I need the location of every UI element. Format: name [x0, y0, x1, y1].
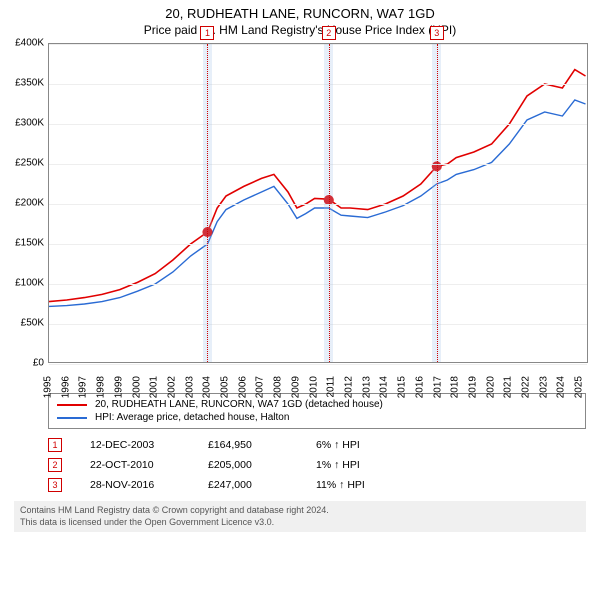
x-tick-label: 2000 [131, 376, 142, 398]
x-tick-label: 1999 [113, 376, 124, 398]
gridline [49, 164, 587, 165]
footer-line1: Contains HM Land Registry data © Crown c… [20, 505, 580, 517]
legend-row: HPI: Average price, detached house, Halt… [57, 411, 577, 424]
y-tick-label: £300K [15, 118, 44, 129]
x-tick-label: 2004 [202, 376, 213, 398]
gridline [49, 84, 587, 85]
x-tick-label: 1998 [96, 376, 107, 398]
events-table: 1 12-DEC-2003 £164,950 6% ↑ HPI 2 22-OCT-2010… [48, 435, 586, 495]
x-tick-label: 2020 [485, 376, 496, 398]
event-row-marker: 3 [48, 478, 62, 492]
x-tick-label: 2018 [450, 376, 461, 398]
y-tick-label: £50K [21, 318, 44, 329]
event-row-date: 12-DEC-2003 [90, 439, 180, 451]
x-tick-label: 2007 [255, 376, 266, 398]
series-line-property [49, 70, 586, 302]
x-tick-label: 2025 [574, 376, 585, 398]
x-tick-label: 2012 [343, 376, 354, 398]
event-line [207, 44, 208, 362]
x-tick-label: 2021 [503, 376, 514, 398]
event-row-marker: 1 [48, 438, 62, 452]
x-tick-label: 2019 [467, 376, 478, 398]
x-tick-label: 2014 [379, 376, 390, 398]
x-tick-label: 2008 [273, 376, 284, 398]
x-tick-label: 2005 [220, 376, 231, 398]
x-tick-label: 2009 [290, 376, 301, 398]
event-row-marker: 2 [48, 458, 62, 472]
event-row: 2 22-OCT-2010 £205,000 1% ↑ HPI [48, 455, 586, 475]
gridline [49, 204, 587, 205]
x-tick-label: 2013 [361, 376, 372, 398]
x-tick-label: 2022 [521, 376, 532, 398]
chart-title: 20, RUDHEATH LANE, RUNCORN, WA7 1GD [0, 0, 600, 21]
x-tick-label: 2006 [237, 376, 248, 398]
y-tick-label: £250K [15, 158, 44, 169]
event-marker-tab: 1 [200, 26, 214, 40]
footer-line2: This data is licensed under the Open Gov… [20, 517, 580, 529]
x-tick-label: 2023 [538, 376, 549, 398]
event-marker-tab: 3 [430, 26, 444, 40]
event-row-price: £247,000 [208, 479, 288, 491]
legend-label: HPI: Average price, detached house, Halt… [95, 412, 289, 423]
x-tick-label: 2017 [432, 376, 443, 398]
x-axis: 1995199619971998199920002001200220032004… [48, 372, 588, 412]
y-tick-label: £400K [15, 38, 44, 49]
gridline [49, 124, 587, 125]
event-line [329, 44, 330, 362]
x-tick-label: 2015 [397, 376, 408, 398]
event-row-price: £164,950 [208, 439, 288, 451]
y-tick-label: £350K [15, 78, 44, 89]
x-tick-label: 2003 [184, 376, 195, 398]
event-row: 1 12-DEC-2003 £164,950 6% ↑ HPI [48, 435, 586, 455]
plot-area: 123 [48, 43, 588, 363]
x-tick-label: 2002 [166, 376, 177, 398]
y-tick-label: £150K [15, 238, 44, 249]
chart-area: £0£50K£100K£150K£200K£250K£300K£350K£400… [48, 43, 588, 363]
gridline [49, 324, 587, 325]
event-row-pct: 1% ↑ HPI [316, 459, 426, 471]
y-tick-label: £200K [15, 198, 44, 209]
event-marker-tab: 2 [322, 26, 336, 40]
legend-swatch [57, 417, 87, 419]
event-line [437, 44, 438, 362]
event-row-date: 28-NOV-2016 [90, 479, 180, 491]
gridline [49, 364, 587, 365]
event-row-pct: 11% ↑ HPI [316, 479, 426, 491]
gridline [49, 244, 587, 245]
x-tick-label: 2001 [149, 376, 160, 398]
x-tick-label: 1997 [78, 376, 89, 398]
x-tick-label: 2011 [326, 376, 337, 398]
y-tick-label: £0 [33, 358, 44, 369]
gridline [49, 284, 587, 285]
event-row-pct: 6% ↑ HPI [316, 439, 426, 451]
gridline [49, 44, 587, 45]
event-row-price: £205,000 [208, 459, 288, 471]
event-row: 3 28-NOV-2016 £247,000 11% ↑ HPI [48, 475, 586, 495]
x-tick-label: 2016 [414, 376, 425, 398]
x-tick-label: 1995 [43, 376, 54, 398]
chart-subtitle: Price paid vs. HM Land Registry's House … [0, 21, 600, 43]
event-row-date: 22-OCT-2010 [90, 459, 180, 471]
y-tick-label: £100K [15, 278, 44, 289]
x-tick-label: 2024 [556, 376, 567, 398]
x-tick-label: 2010 [308, 376, 319, 398]
y-axis: £0£50K£100K£150K£200K£250K£300K£350K£400… [0, 43, 46, 363]
footer-attribution: Contains HM Land Registry data © Crown c… [14, 501, 586, 532]
x-tick-label: 1996 [60, 376, 71, 398]
